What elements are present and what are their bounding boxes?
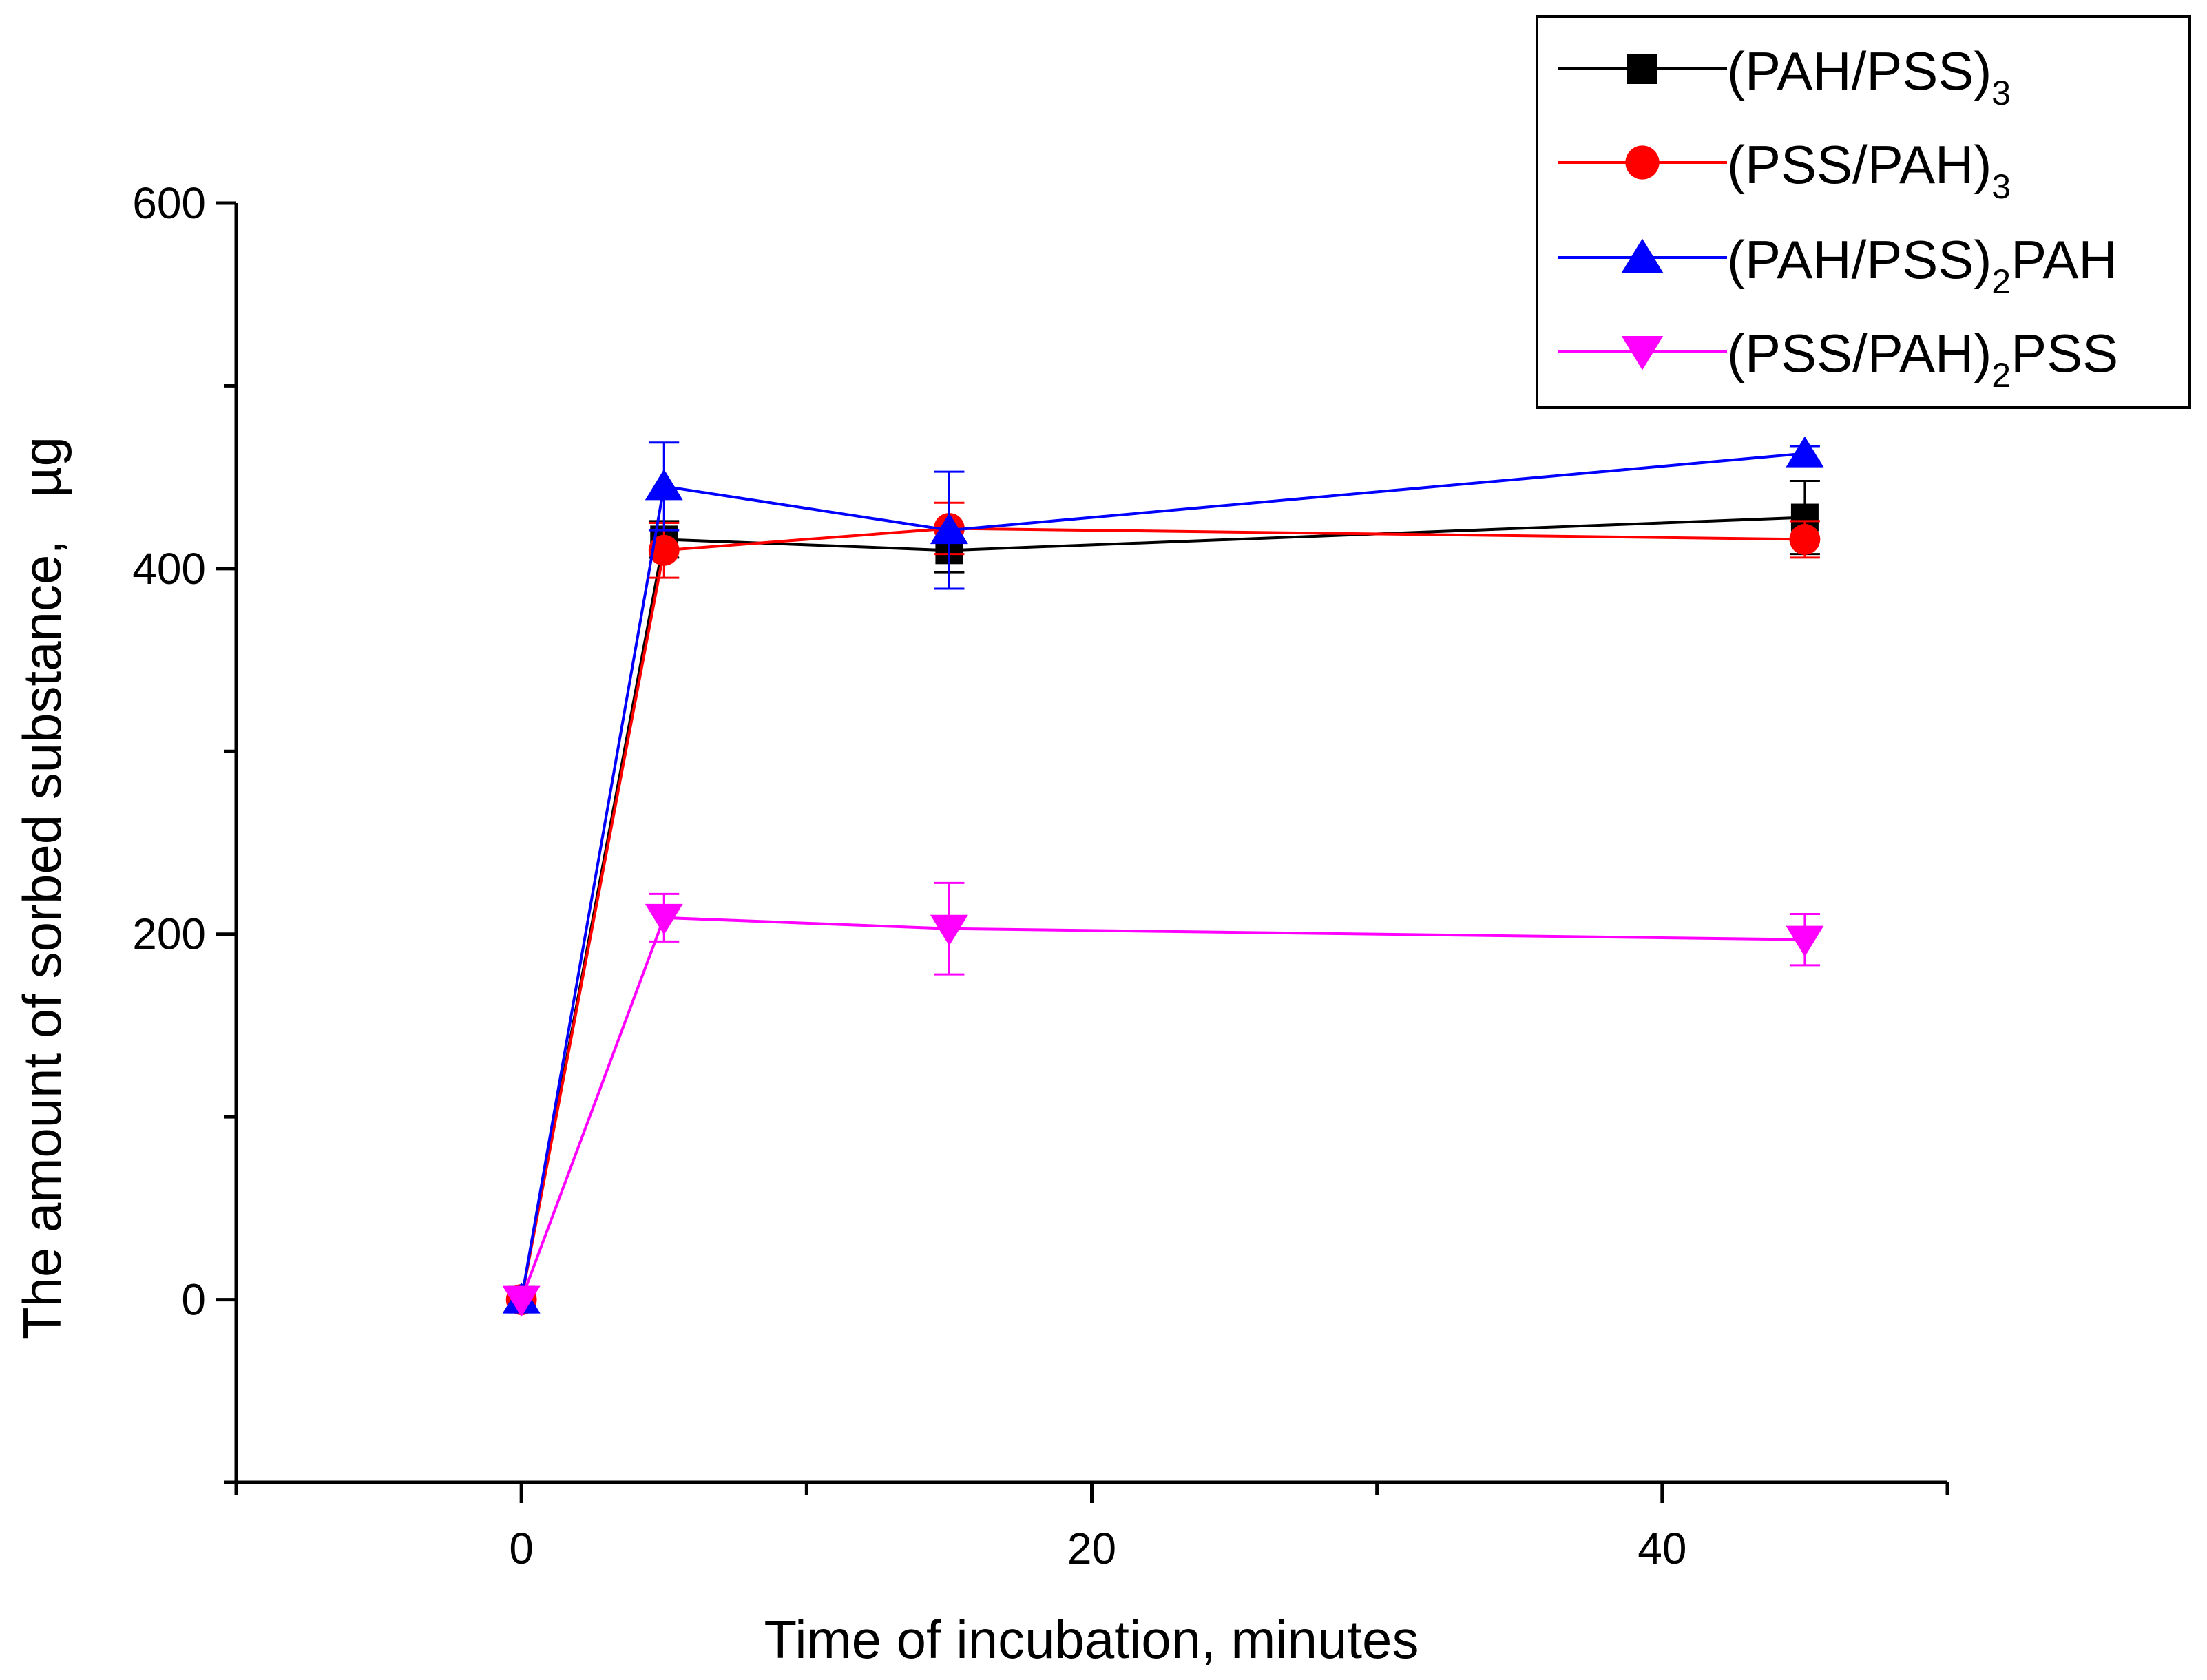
legend-label-subscript: 3 [1991, 74, 2011, 112]
x-tick-label: 40 [1638, 1524, 1686, 1573]
data-point [930, 914, 968, 946]
series-4 [502, 881, 1824, 1317]
y-axis-title: The amount of sorbed substance, [12, 540, 72, 1340]
x-tick-label: 0 [509, 1524, 534, 1573]
data-marks [502, 436, 1824, 1317]
series-line [520, 452, 1806, 1300]
y-tick-label: 400 [132, 544, 206, 594]
y-axis-unit: µg [12, 437, 72, 497]
series-2 [505, 501, 1821, 1315]
data-point [1789, 523, 1821, 555]
y-tick-label: 200 [132, 910, 206, 959]
series-3 [502, 436, 1824, 1314]
y-axis-title-group: The amount of sorbed substance, µg [12, 437, 72, 1340]
legend-marker [1627, 54, 1657, 84]
series-line [520, 527, 1805, 1300]
legend-entry: (PAH/PSS)3 [1558, 41, 2011, 112]
data-point [645, 469, 683, 501]
legend-label-main: (PAH/PSS) [1727, 41, 1991, 101]
x-axis-title: Time of incubation, minutes [764, 1609, 1419, 1670]
legend-label-subscript: 2 [1991, 356, 2011, 395]
legend-entry: (PSS/PAH)2PSS [1558, 323, 2118, 395]
legend-label-main: (PAH/PSS) [1727, 229, 1991, 290]
legend-marker [1621, 238, 1664, 273]
legend-label: (PSS/PAH)2PSS [1727, 323, 2118, 395]
axes: 0 200 400 600 0 20 40 [132, 178, 1949, 1573]
x-tick-label: 20 [1067, 1524, 1116, 1573]
legend-label-tail: PAH [2011, 229, 2117, 290]
data-point [645, 903, 683, 935]
series-line [520, 516, 1805, 1300]
series-line [520, 916, 1805, 1301]
series-1 [508, 479, 1820, 1314]
legend-label-main: (PSS/PAH) [1727, 323, 1991, 384]
legend-entry: (PSS/PAH)3 [1558, 134, 2011, 206]
legend-label-subscript: 3 [1991, 167, 2011, 206]
legend-marker [1625, 145, 1660, 180]
y-tick-label: 600 [132, 178, 206, 228]
data-point [648, 534, 680, 566]
legend-label: (PAH/PSS)2PAH [1727, 229, 2117, 301]
legend-label: (PAH/PSS)3 [1727, 41, 2011, 112]
data-point [1786, 925, 1824, 957]
svg-text:The amount of sorbed substance: The amount of sorbed substance, µg [12, 437, 72, 1340]
legend-label: (PSS/PAH)3 [1727, 134, 2011, 206]
legend-marker [1621, 336, 1664, 370]
legend-entry: (PAH/PSS)2PAH [1558, 229, 2117, 301]
legend-label-tail: PSS [2011, 323, 2118, 384]
data-point [930, 513, 968, 545]
legend-label-subscript: 2 [1991, 262, 2011, 301]
legend: (PAH/PSS)3(PSS/PAH)3(PAH/PSS)2PAH(PSS/PA… [1536, 15, 2191, 409]
data-point [1786, 436, 1824, 468]
legend-label-main: (PSS/PAH) [1727, 134, 1991, 195]
data-point [502, 1285, 541, 1317]
y-tick-label: 0 [181, 1275, 206, 1325]
